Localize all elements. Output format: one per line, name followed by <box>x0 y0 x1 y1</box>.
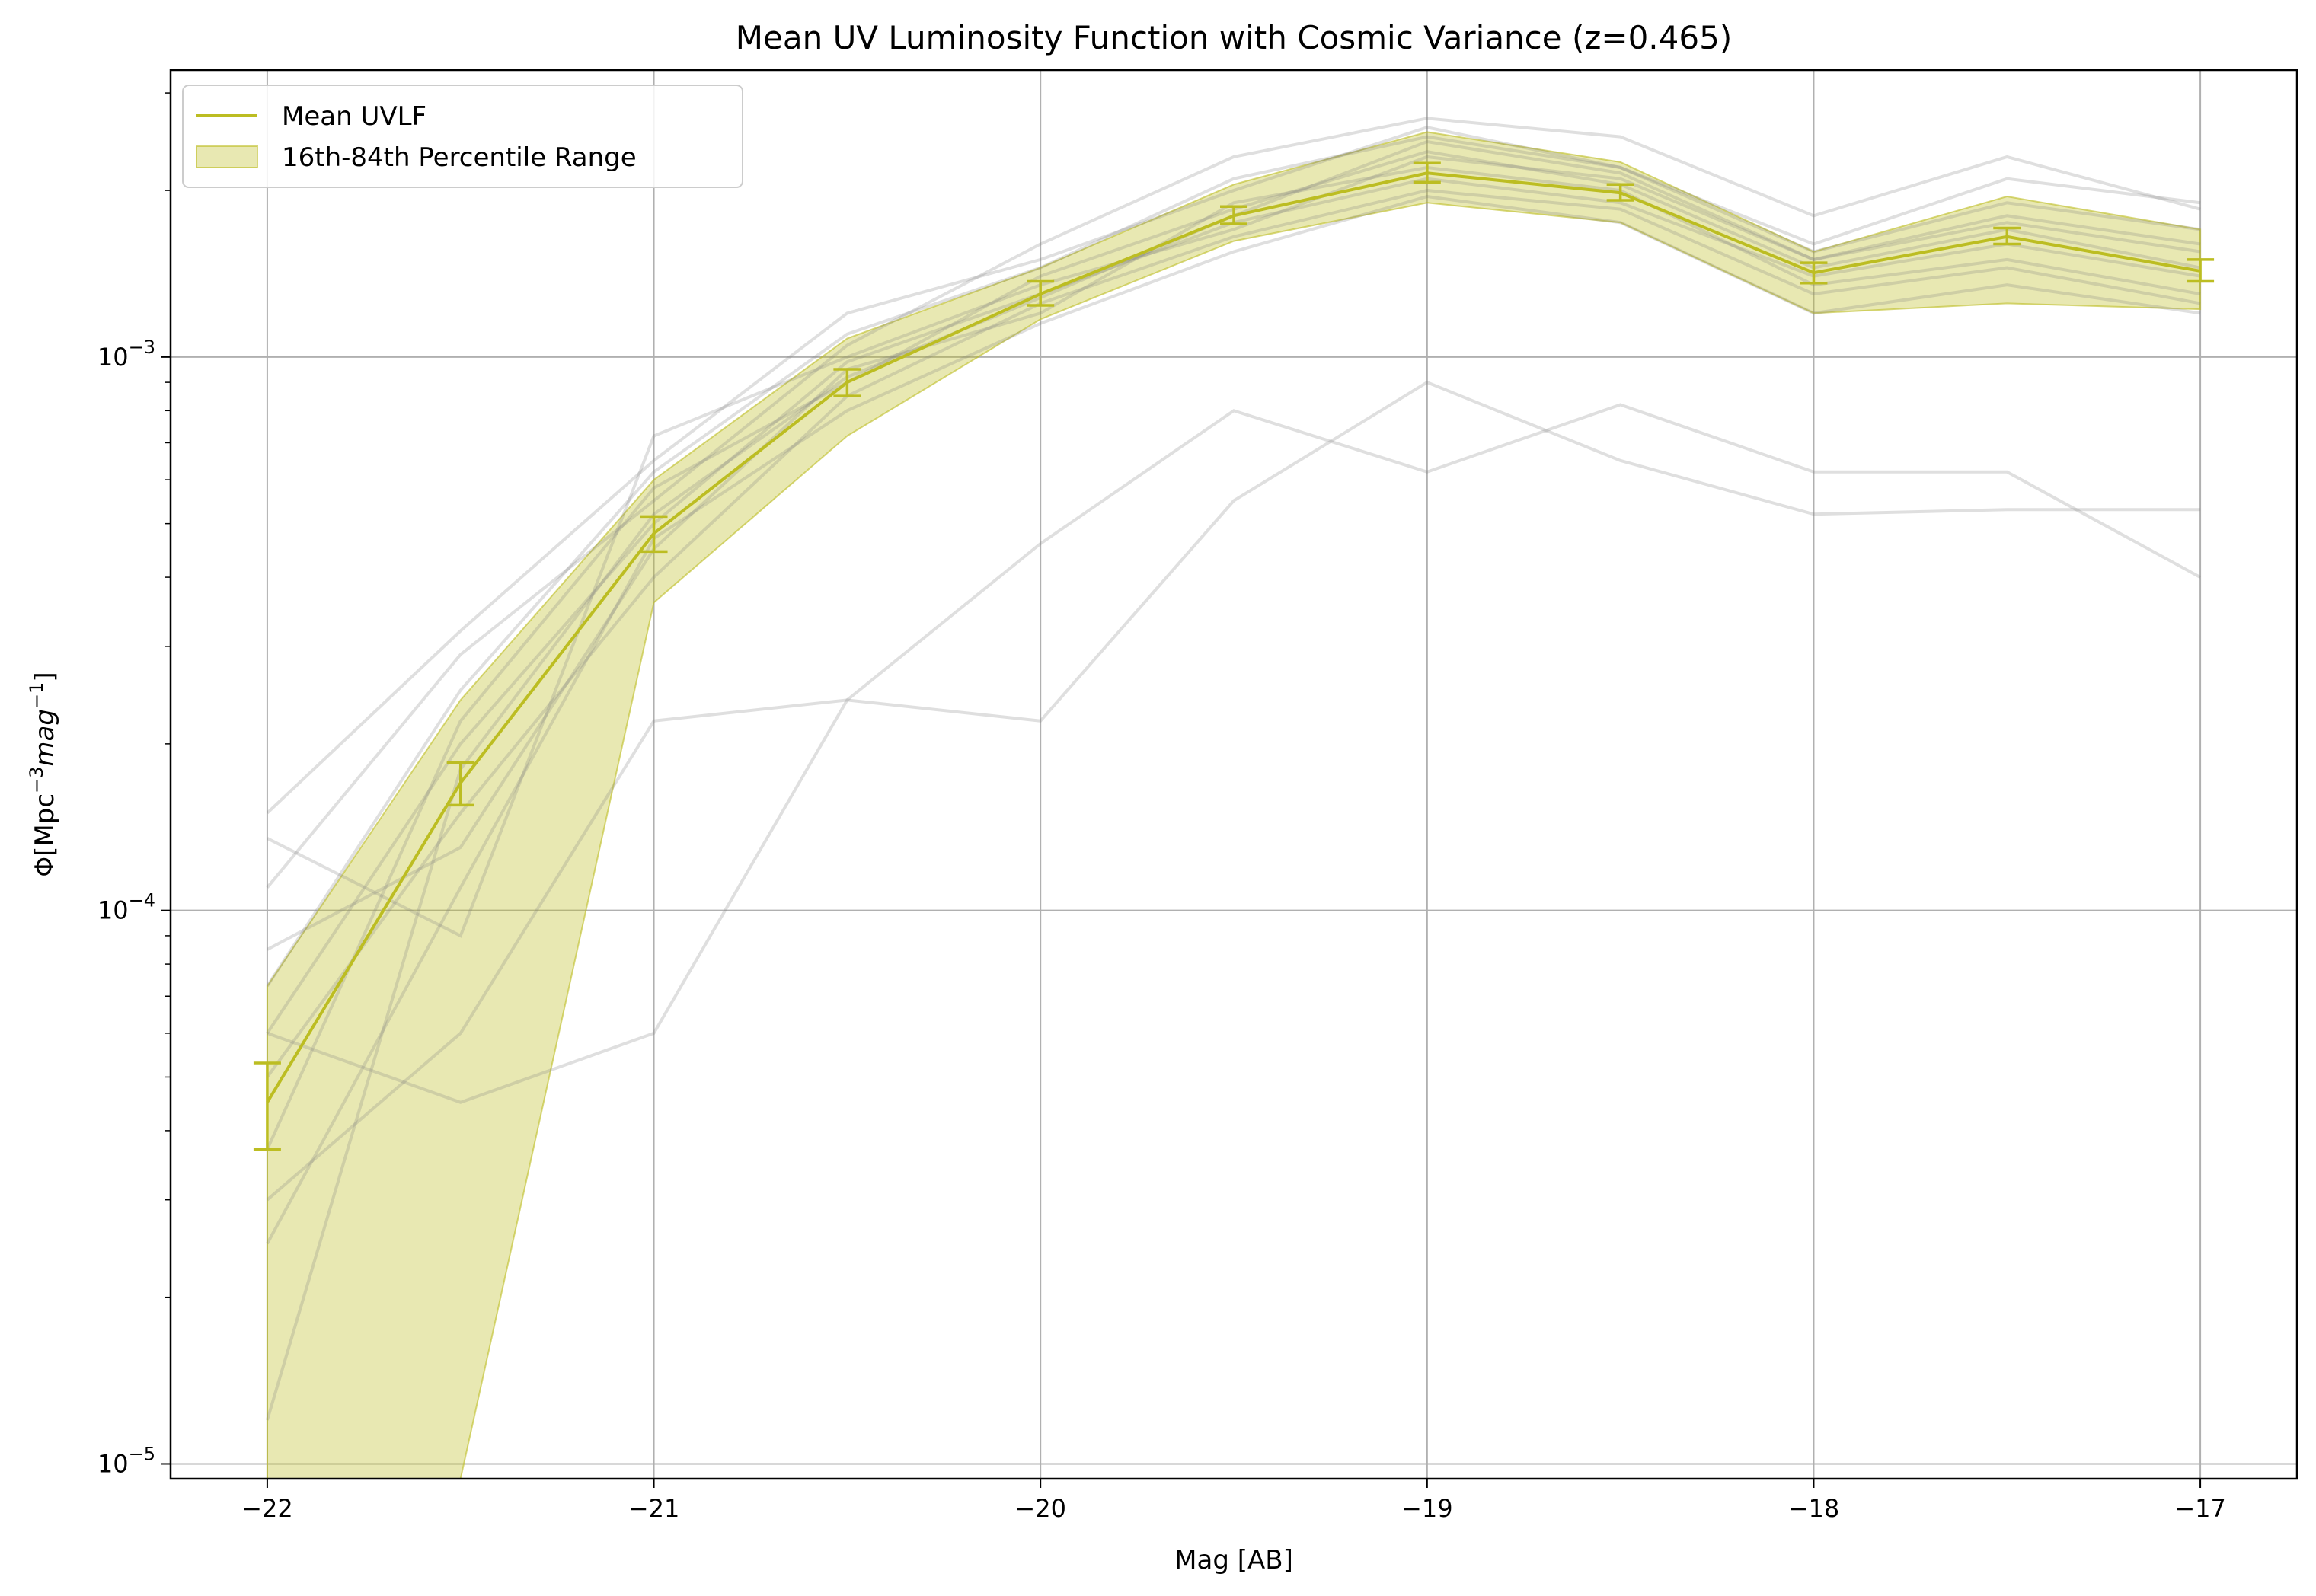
x-tick-label: −22 <box>241 1494 293 1523</box>
realization-line <box>266 189 2201 1078</box>
y-tick-label-base: 10 <box>97 896 129 925</box>
y-axis-title-exp1: −3 <box>26 767 47 793</box>
realization-line <box>266 195 2201 1245</box>
y-tick-label-exp: −5 <box>129 1443 155 1464</box>
y-tick-label-base: 10 <box>97 1449 129 1478</box>
x-axis-ticks: −22 −21 −20 −19 −18 −17 <box>241 1479 2226 1523</box>
y-tick-label: 10−4 <box>97 890 155 925</box>
realization-line <box>266 117 2201 889</box>
y-tick-label-exp: −3 <box>129 337 155 358</box>
x-axis-title: Mag [AB] <box>1174 1545 1293 1575</box>
legend-mean-label: Mean UVLF <box>282 101 426 132</box>
legend-band-swatch <box>196 145 258 168</box>
percentile-band-layer <box>266 131 2202 1479</box>
y-tick-label-base: 10 <box>97 343 129 372</box>
plot-frame <box>169 69 2298 1480</box>
percentile-band <box>266 131 2202 1479</box>
x-tick-label: −19 <box>1401 1494 1453 1523</box>
realization-line <box>266 165 2201 951</box>
y-axis-title: Φ[Mpc−3mag−1] <box>26 672 60 876</box>
realization-line <box>266 380 2201 1202</box>
legend: Mean UVLF 16th-84th Percentile Range <box>182 85 743 188</box>
realization-line <box>267 155 2201 938</box>
legend-box <box>182 85 743 188</box>
y-axis-title-mid: mag <box>30 709 60 767</box>
y-tick-label: 10−3 <box>97 337 155 372</box>
y-axis-title-exp2: −1 <box>26 682 47 709</box>
realization-line <box>266 135 2201 988</box>
realization-line <box>267 403 2202 1104</box>
y-axis-ticks: 10−510−410−3 <box>97 92 171 1478</box>
x-tick-label: −18 <box>1788 1494 1840 1523</box>
realization-line <box>266 126 2201 815</box>
y-axis-title-close: ] <box>30 672 60 681</box>
y-axis-title-main: Φ[Mpc <box>30 793 60 877</box>
x-tick-label: −17 <box>2174 1494 2226 1523</box>
mean-uvlf-layer <box>253 161 2215 1151</box>
x-tick-label: −20 <box>1014 1494 1066 1523</box>
chart-title: Mean UV Luminosity Function with Cosmic … <box>736 19 1732 56</box>
y-tick-label: 10−5 <box>97 1443 155 1478</box>
legend-band-label: 16th-84th Percentile Range <box>282 142 637 173</box>
x-tick-label: −21 <box>628 1494 680 1523</box>
y-tick-label-exp: −4 <box>129 890 155 911</box>
